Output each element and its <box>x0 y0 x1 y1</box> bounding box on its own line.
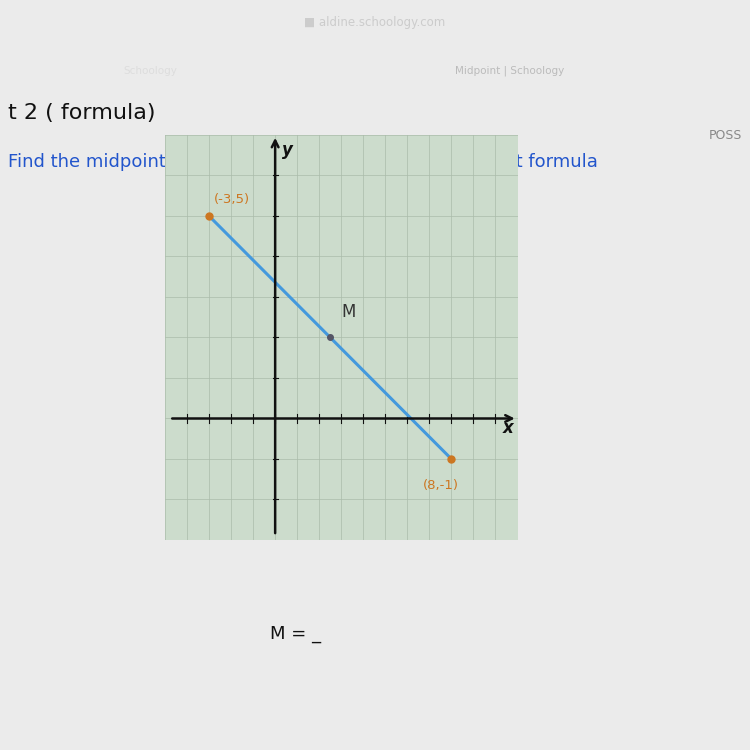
Text: y: y <box>282 141 292 159</box>
Text: (8,-1): (8,-1) <box>422 479 458 492</box>
Text: POSS: POSS <box>710 130 742 142</box>
Text: (-3,5): (-3,5) <box>214 193 250 206</box>
Text: Find the midpoint of the line segment using the midpoint formula: Find the midpoint of the line segment us… <box>8 153 597 171</box>
Text: Schoology: Schoology <box>123 66 177 76</box>
Text: x: x <box>503 419 513 436</box>
Text: t 2 ( formula): t 2 ( formula) <box>8 103 155 123</box>
Text: M: M <box>341 303 356 321</box>
Text: ■ aldine.schoology.com: ■ aldine.schoology.com <box>304 16 446 29</box>
Text: M = _: M = _ <box>270 625 321 643</box>
Text: Midpoint | Schoology: Midpoint | Schoology <box>455 66 565 76</box>
